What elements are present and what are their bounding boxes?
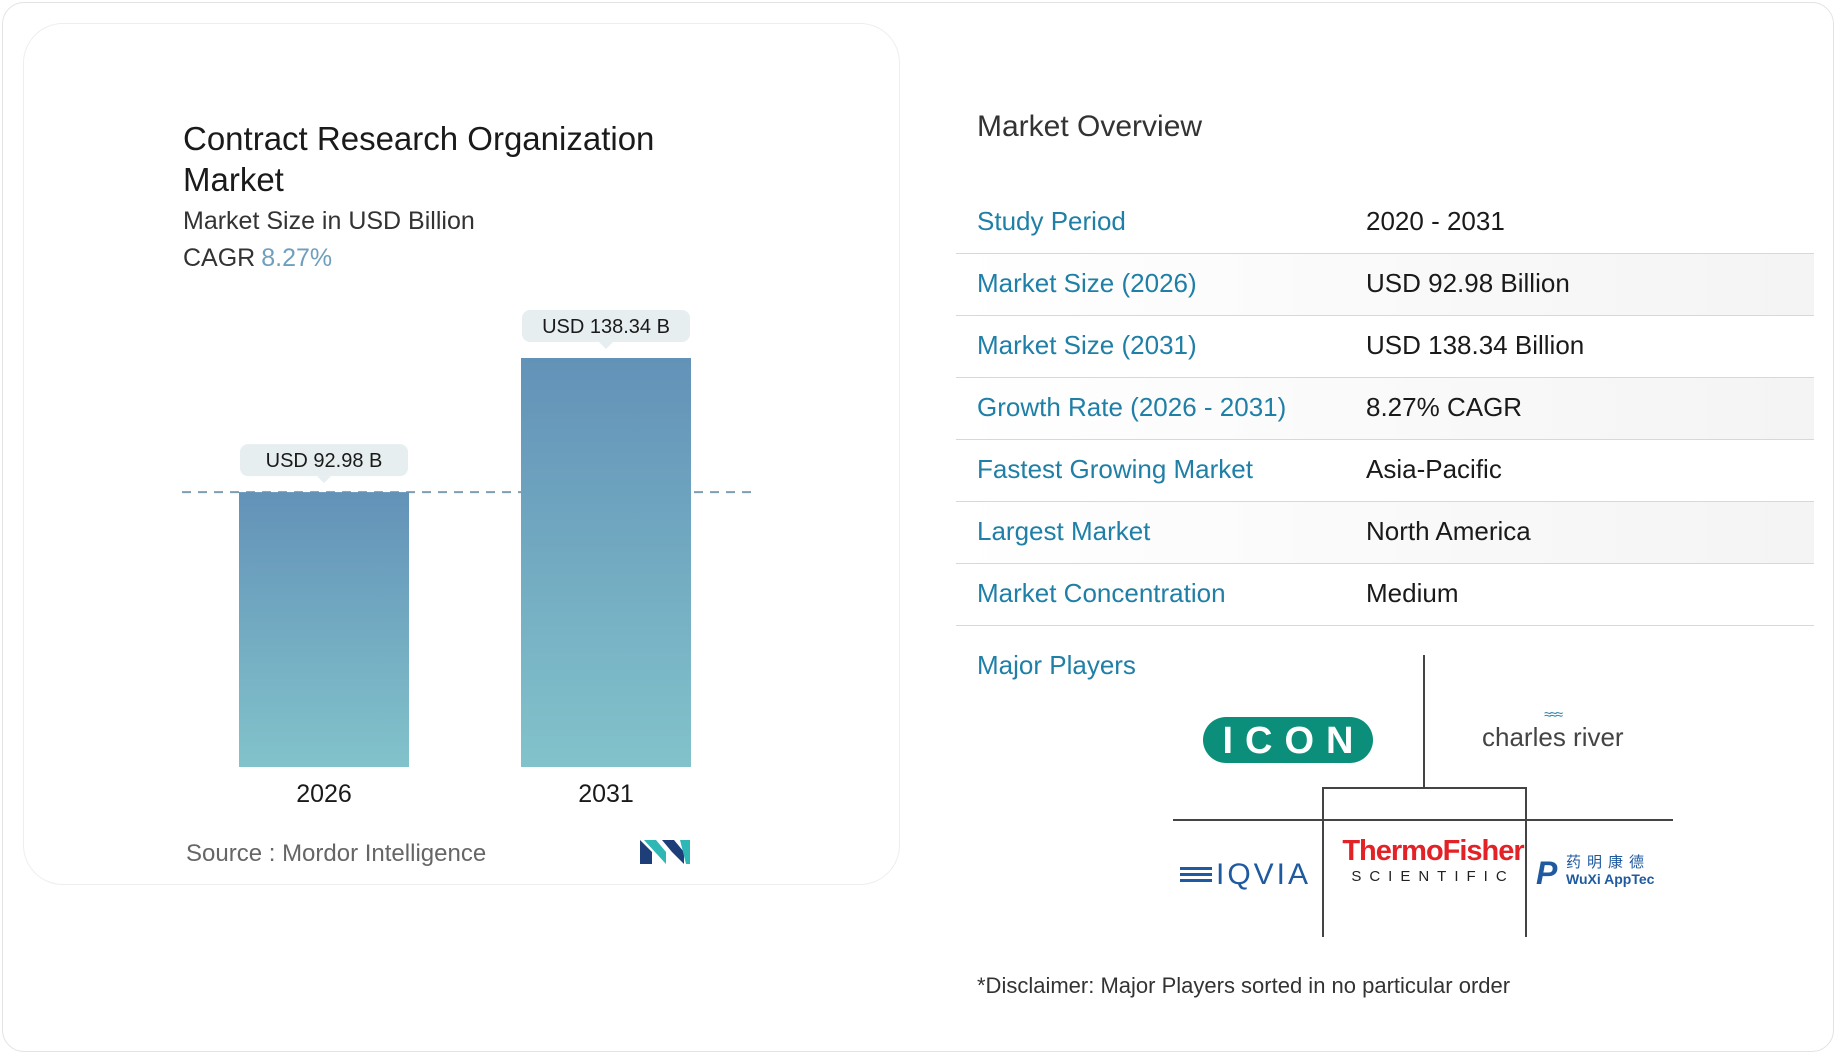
overview-row-growth-rate: Growth Rate (2026 - 2031) 8.27% CAGR — [956, 378, 1814, 440]
data-label-bg — [522, 310, 690, 342]
divider — [1322, 787, 1324, 937]
wuxi-chinese-text: 药明康德 — [1566, 854, 1651, 871]
icon-plc-logo: ICON — [1203, 717, 1373, 763]
thermo-fisher-text: ThermoFisher — [1342, 835, 1524, 867]
overview-key: Largest Market — [977, 516, 1151, 546]
wave-icon: ≈≈≈ — [1544, 706, 1563, 722]
data-label-pointer — [599, 342, 613, 349]
major-players-title: Major Players — [977, 650, 1136, 680]
divider — [1525, 787, 1527, 937]
thermo-scientific-text: SCIENTIFIC — [1351, 868, 1515, 885]
divider — [1173, 819, 1673, 821]
source-value: Mordor Intelligence — [282, 840, 487, 867]
stripes-icon — [1180, 867, 1212, 886]
overview-row-fastest-growing: Fastest Growing Market Asia-Pacific — [956, 440, 1814, 502]
iqvia-text: IQVIA — [1216, 858, 1312, 891]
overview-key: Market Concentration — [977, 578, 1226, 608]
overview-row-concentration: Market Concentration Medium — [956, 564, 1814, 626]
bar-2031 — [521, 358, 691, 767]
overview-title: Market Overview — [977, 110, 1203, 143]
disclaimer: *Disclaimer: Major Players sorted in no … — [977, 973, 1511, 998]
overview-value: Asia-Pacific — [1366, 454, 1502, 484]
source-label: Source : — [186, 840, 276, 867]
chart-title: Contract Research Organization Market — [183, 120, 655, 198]
source-note: Source : Mordor Intelligence — [186, 840, 486, 868]
x-tick-label: 2026 — [296, 780, 352, 808]
mordor-intelligence-logo — [640, 840, 690, 864]
thermo-fisher-logo: ThermoFisher SCIENTIFIC — [1333, 835, 1533, 885]
data-label: USD 138.34 B — [542, 316, 670, 338]
overview-value: 8.27% CAGR — [1366, 392, 1523, 422]
data-label: USD 92.98 B — [266, 450, 383, 472]
data-label-pointer — [317, 476, 331, 484]
wuxi-english-text: WuXi AppTec — [1566, 871, 1655, 887]
data-label-bg — [240, 444, 408, 477]
overview-row-market-size-2026: Market Size (2026) USD 92.98 Billion — [956, 254, 1814, 316]
overview-row-market-size-2031: Market Size (2031) USD 138.34 Billion — [956, 316, 1814, 378]
overview-value: USD 92.98 Billion — [1366, 268, 1570, 298]
wuxi-p-icon: P — [1536, 855, 1558, 891]
charles-river-text: charles river — [1482, 722, 1624, 752]
overview-key: Study Period — [977, 206, 1126, 236]
cagr-line: CAGR 8.27% — [183, 244, 332, 273]
iqvia-logo: IQVIA — [1180, 858, 1311, 892]
overview-value: USD 138.34 Billion — [1366, 330, 1585, 360]
divider — [1423, 655, 1425, 787]
overview-value: Medium — [1366, 578, 1459, 608]
overview-value: 2020 - 2031 — [1366, 206, 1505, 236]
overview-table: Study Period 2020 - 2031 Market Size (20… — [956, 192, 1814, 626]
overview-key: Market Size (2026) — [977, 268, 1197, 298]
overview-key: Market Size (2031) — [977, 330, 1197, 360]
x-tick-label: 2031 — [578, 780, 634, 808]
cagr-label: CAGR — [183, 244, 256, 272]
overview-key: Growth Rate (2026 - 2031) — [977, 392, 1287, 422]
icon-logo-text: ICON — [1222, 720, 1366, 762]
overview-key: Fastest Growing Market — [977, 454, 1253, 484]
charles-river-logo: ≈≈≈ charles river — [1482, 706, 1624, 753]
chart-subtitle: Market Size in USD Billion — [183, 207, 475, 235]
cagr-value: 8.27% — [261, 244, 333, 272]
bar-chart: USD 92.98 B 2026 USD 138.34 B 2031 — [182, 310, 752, 808]
overview-value: North America — [1366, 516, 1531, 546]
overview-row-largest-market: Largest Market North America — [956, 502, 1814, 564]
chart-card — [23, 23, 900, 885]
bar-2026 — [239, 492, 409, 767]
overview-row-study-period: Study Period 2020 - 2031 — [956, 192, 1814, 254]
major-players-grid: ICON ≈≈≈ charles river IQVIA ThermoFisher… — [1170, 655, 1680, 940]
divider — [1322, 787, 1527, 789]
